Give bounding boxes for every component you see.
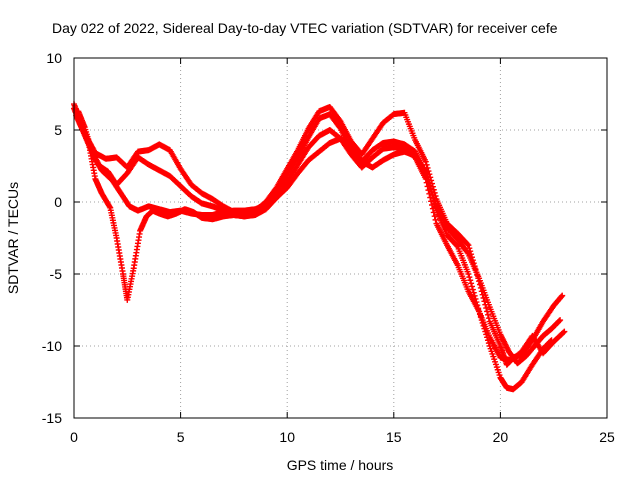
grid-layer [74,58,607,418]
data-point [428,198,435,205]
series-track-4 [71,105,564,367]
y-tick-label: 10 [46,50,62,66]
x-tick-label: 25 [599,429,615,445]
data-point [106,203,113,210]
x-tick-label: 10 [279,429,295,445]
plot-frame [73,57,608,419]
data-point [466,274,473,281]
data-point [427,183,434,190]
data-point [431,213,438,220]
data-point [422,168,429,175]
data-point [428,186,435,193]
y-tick-label: 5 [54,122,62,138]
data-point [464,241,471,248]
data-point [558,293,565,300]
data-point [430,209,437,216]
data-point [561,328,568,335]
data-point [425,177,432,184]
data-point [428,188,435,195]
data-point [423,171,430,178]
data-point [431,197,438,204]
data-point [429,191,436,198]
data-point [466,245,473,252]
x-axis-label: GPS time / hours [287,457,394,473]
axis-ticks [73,57,608,419]
axis-tick-labels: 0 5 10 15 20 25 -15 -10 -5 0 5 10 [42,50,615,445]
y-tick-label: -5 [50,266,63,282]
data-point [428,202,435,208]
data-point [467,277,474,284]
data-point [468,283,475,290]
data-point [432,216,439,223]
y-tick-label: -10 [42,338,62,354]
data-point [426,180,433,187]
data-point [556,317,563,324]
data-point [424,174,431,181]
chart-title: Day 022 of 2022, Sidereal Day-to-day VTE… [52,20,558,36]
y-tick-label: 0 [54,194,62,210]
data-point [557,317,564,324]
y-tick-label: -15 [42,410,62,426]
data-point [465,271,472,277]
x-tick-label: 20 [493,429,509,445]
data-point [465,242,472,249]
data-point [432,200,439,207]
data-point [423,161,430,168]
data-point [560,329,567,336]
data-point [453,242,460,249]
data-point [483,305,490,312]
data-point [464,249,471,256]
x-tick-label: 0 [70,429,78,445]
data-point [559,292,566,299]
data-point [484,311,491,318]
x-tick-label: 15 [386,429,402,445]
y-axis-label: SDTVAR / TECUs [5,182,21,294]
data-point [430,194,437,201]
data-point [469,286,476,293]
data-points [71,101,568,393]
data-point [468,280,475,287]
data-point [422,158,429,165]
data-point [485,315,492,322]
x-tick-label: 5 [177,429,185,445]
